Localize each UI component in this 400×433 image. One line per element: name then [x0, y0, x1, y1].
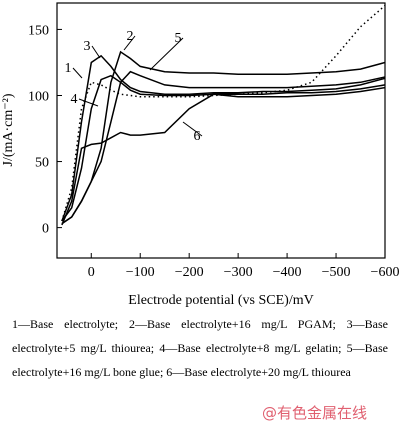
leader-line — [182, 121, 203, 137]
series-line — [61, 5, 385, 222]
chart: Electrode potential (vs SCE)/mV J/(mA·cm… — [1, 2, 400, 308]
x-tick-label: −300 — [224, 265, 253, 280]
x-tick-label: −100 — [126, 265, 155, 280]
leader-line — [72, 67, 83, 79]
series-line — [61, 74, 385, 222]
leader-line — [149, 37, 184, 71]
x-tick-label: −600 — [371, 265, 400, 280]
series-label: 1 — [65, 61, 72, 76]
series-label: 4 — [71, 92, 78, 107]
x-tick-label: −200 — [175, 265, 204, 280]
leader-line — [123, 35, 136, 51]
leader-line — [91, 45, 101, 59]
y-tick-label: 50 — [35, 156, 49, 171]
series-label: 3 — [84, 39, 91, 54]
x-tick-label: −500 — [322, 265, 351, 280]
y-axis-label: J/(mA·cm⁻²) — [1, 93, 16, 166]
series-line — [61, 70, 385, 225]
x-axis-label: Electrode potential (vs SCE)/mV — [128, 293, 313, 308]
caption: 1—Base electrolyte; 2—Base electrolyte+1… — [12, 317, 388, 379]
series-line — [61, 86, 385, 226]
y-tick-label: 0 — [42, 222, 49, 237]
series-line — [61, 54, 385, 222]
y-tick-label: 150 — [28, 23, 49, 38]
series-label: 6 — [194, 129, 201, 144]
watermark: @有色金属在线 — [262, 404, 368, 422]
plot-frame — [56, 2, 386, 259]
x-tick-label: −400 — [273, 265, 302, 280]
series-label: 5 — [175, 31, 182, 46]
series-label: 2 — [127, 29, 134, 44]
leader-line — [78, 98, 99, 107]
y-tick-label: 100 — [28, 89, 49, 104]
x-tick-label: 0 — [88, 265, 95, 280]
